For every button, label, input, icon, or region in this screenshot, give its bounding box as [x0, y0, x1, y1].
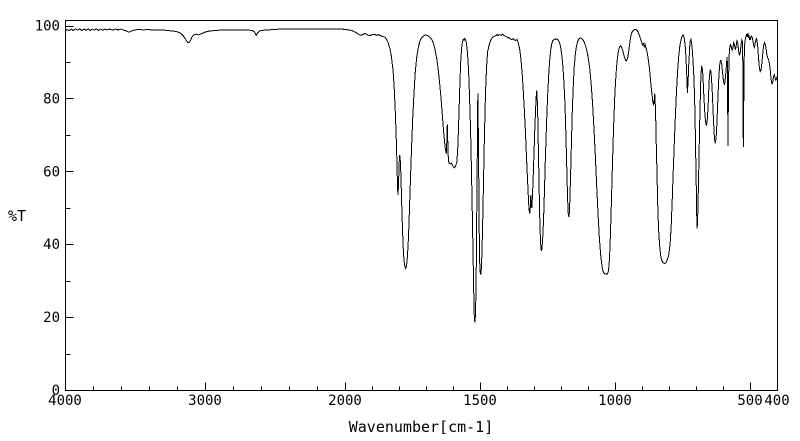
x-tick-label: 500 — [737, 393, 762, 409]
x-tick-label: 1500 — [463, 393, 497, 409]
x-tick-label: 400 — [764, 393, 789, 409]
spectrum-trace — [64, 28, 778, 323]
y-axis-title: %T — [8, 207, 27, 225]
y-tick-label: 0 — [52, 383, 60, 399]
y-tick-label: 100 — [35, 19, 60, 35]
x-tick-label: 3000 — [188, 393, 222, 409]
x-axis-title: Wavenumber[cm-1] — [348, 418, 494, 436]
x-tick-label: 4000 — [48, 393, 82, 409]
y-tick-label: 80 — [43, 91, 60, 107]
plot-border — [65, 20, 778, 391]
y-tick-label: 40 — [43, 237, 60, 253]
x-tick-label: 1000 — [598, 393, 632, 409]
y-tick-label: 20 — [43, 310, 60, 326]
y-tick-label: 60 — [43, 164, 60, 180]
x-tick-label: 2000 — [328, 393, 362, 409]
